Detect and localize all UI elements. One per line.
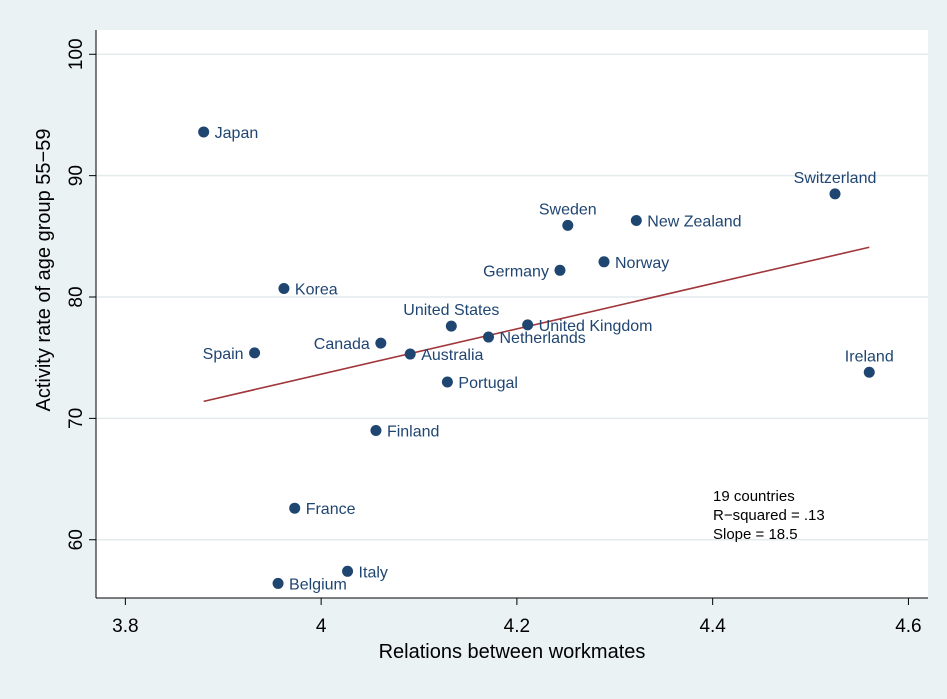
label-united-kingdom: United Kingdom [539, 318, 653, 335]
x-tick-label-2: 4.2 [504, 616, 530, 637]
point-labels: Japan Switzerland Sweden New Zealand Norway G… [203, 125, 894, 593]
label-united-states: United States [403, 302, 499, 319]
point-korea [278, 283, 290, 295]
label-netherlands: Netherlands [500, 330, 586, 347]
stats-annotation: 19 countries R−squared = .13 Slope = 18.… [713, 488, 825, 543]
point-spain [249, 347, 261, 359]
point-portugal [441, 376, 453, 388]
point-norway [598, 256, 610, 268]
y-axis-title: Activity rate of age group 55−59 [33, 129, 55, 412]
point-sweden [562, 219, 574, 231]
axes [95, 30, 928, 599]
label-italy: Italy [359, 564, 388, 581]
point-netherlands [483, 331, 495, 343]
point-japan [198, 126, 210, 138]
x-tick-label-1: 4 [316, 616, 327, 637]
gridlines [96, 53, 928, 541]
point-switzerland [829, 188, 841, 200]
label-spain: Spain [203, 346, 244, 363]
label-germany: Germany [483, 263, 549, 280]
y-ticks: 60 70 80 90 100 [66, 38, 96, 550]
point-united-kingdom [522, 319, 534, 331]
point-belgium [272, 577, 284, 589]
label-belgium: Belgium [289, 576, 347, 593]
y-tick-label-1: 70 [66, 408, 87, 429]
x-tick-label-4: 4.6 [895, 616, 921, 637]
point-united-states [445, 320, 457, 332]
point-france [289, 502, 301, 514]
label-new-zealand: New Zealand [647, 214, 741, 231]
point-germany [554, 264, 566, 276]
label-korea: Korea [295, 282, 338, 299]
label-canada: Canada [314, 336, 370, 353]
point-canada [375, 337, 387, 349]
label-japan: Japan [215, 125, 259, 142]
label-switzerland: Switzerland [794, 170, 877, 187]
label-australia: Australia [421, 347, 483, 364]
point-new-zealand [630, 215, 642, 227]
annotation-slope: Slope = 18.5 [713, 526, 798, 543]
point-australia [404, 348, 416, 360]
label-sweden: Sweden [539, 201, 597, 218]
y-tick-label-3: 90 [66, 165, 87, 186]
data-points [198, 126, 875, 589]
y-tick-label-0: 60 [66, 529, 87, 550]
x-tick-label-0: 3.8 [112, 616, 138, 637]
annotation-count: 19 countries [713, 488, 795, 505]
label-ireland: Ireland [845, 348, 894, 365]
fit-line [203, 246, 870, 403]
annotation-r-squared: R−squared = .13 [713, 507, 825, 524]
point-ireland [863, 366, 875, 378]
y-tick-label-2: 80 [66, 286, 87, 307]
plot-area [96, 30, 928, 598]
x-tick-label-3: 4.4 [699, 616, 726, 637]
label-norway: Norway [615, 255, 669, 272]
label-france: France [306, 501, 356, 518]
point-finland [370, 425, 382, 437]
point-italy [342, 565, 354, 577]
label-portugal: Portugal [458, 375, 518, 392]
y-tick-label-4: 100 [66, 38, 87, 70]
label-finland: Finland [387, 424, 439, 441]
regression-line [203, 246, 870, 403]
x-axis-title: Relations between workmates [379, 641, 646, 663]
x-ticks: 3.8 4 4.2 4.4 4.6 [112, 598, 922, 637]
